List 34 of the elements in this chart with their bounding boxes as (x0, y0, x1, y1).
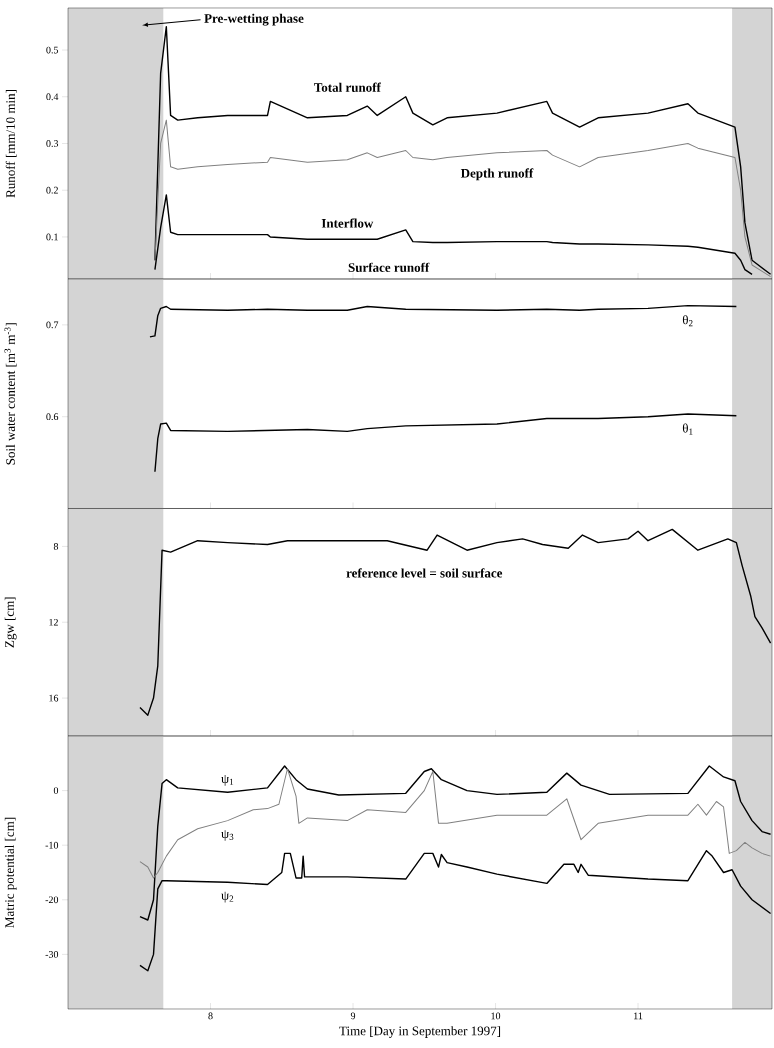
x-tick-label: 10 (491, 1012, 501, 1020)
annotation: Pre-wetting phase (204, 13, 304, 26)
series-label: Total runoff (314, 82, 381, 92)
y-tick-label: 0.3 (46, 140, 59, 147)
x-axis-title: Time [Day in September 1997] (339, 1026, 501, 1038)
y-axis-title: Soil water content [m$^{3}$ m$^{-3}$] (4, 323, 17, 465)
x-tick-label: 8 (208, 1012, 213, 1020)
series-label: Depth runoff (460, 168, 534, 181)
series-label: ψ$_{1}$ (221, 775, 234, 786)
y-tick-label: 8 (53, 543, 59, 550)
y-axis-title: Matric potential [cm] (4, 817, 17, 928)
y-axis-title: Runoff [mm/10 min] (5, 90, 17, 198)
series-label: Interflow (321, 218, 374, 228)
series-label: θ$_{2}$ (682, 315, 693, 327)
y-tick-label: -20 (45, 896, 59, 904)
y-tick-label: 0.2 (46, 186, 58, 194)
x-tick-label: 11 (634, 1012, 643, 1020)
y-tick-label: 0 (53, 787, 59, 794)
series-label: θ$_{1}$ (682, 423, 693, 435)
y-tick-label: -10 (45, 841, 59, 849)
y-axis-title: Zgw [cm] (4, 597, 17, 648)
y-tick-label: 12 (49, 618, 58, 626)
y-tick-label: 0.4 (46, 93, 59, 101)
annotation: Surface runoff (348, 262, 430, 272)
y-tick-label: -30 (45, 951, 59, 958)
y-tick-label: 0.6 (46, 413, 59, 421)
y-tick-label: 0.5 (46, 46, 59, 54)
annotation: reference level = soil surface (346, 568, 503, 578)
x-tick-label: 9 (350, 1012, 356, 1020)
series-label: ψ$_{2}$ (221, 891, 234, 903)
series-label: ψ$_{3}$ (221, 830, 234, 841)
y-tick-label: 0.1 (46, 233, 58, 241)
y-tick-label: 0.7 (46, 321, 59, 329)
y-tick-label: 16 (49, 694, 59, 702)
